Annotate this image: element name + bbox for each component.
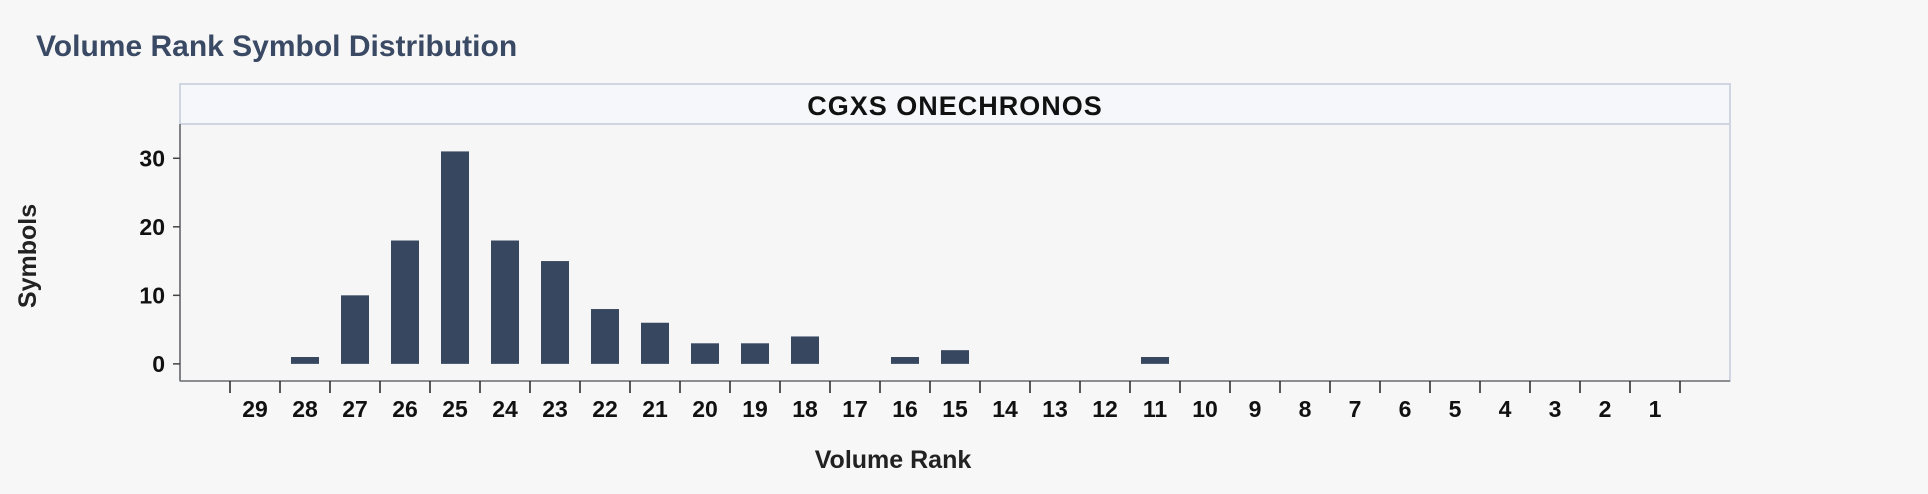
x-tick-label-1: 1 [1649, 396, 1662, 422]
bar-26 [391, 240, 419, 364]
x-tick-label-16: 16 [892, 396, 918, 422]
x-tick-label-17: 17 [842, 396, 868, 422]
facet-header [179, 83, 1731, 125]
x-tick-label-21: 21 [642, 396, 668, 422]
bar-22 [591, 309, 619, 364]
x-tick-label-3: 3 [1549, 396, 1562, 422]
y-tick-label-30: 30 [139, 145, 165, 171]
x-tick-label-28: 28 [292, 396, 318, 422]
x-tick-label-25: 25 [442, 396, 468, 422]
bar-25 [441, 151, 469, 364]
x-axis: 29 28 27 26 25 24 23 22 21 20 19 18 17 16 15 14 13 12 11 10… [229, 381, 1681, 422]
y-tick-label-20: 20 [139, 214, 165, 240]
bar-24 [491, 240, 519, 364]
x-tick-label-6: 6 [1399, 396, 1412, 422]
x-tick-label-27: 27 [342, 396, 368, 422]
x-tick-label-13: 13 [1042, 396, 1068, 422]
x-tick-label-18: 18 [792, 396, 818, 422]
x-tick-label-15: 15 [942, 396, 968, 422]
x-tick-label-22: 22 [592, 396, 618, 422]
bar-11 [1141, 357, 1169, 364]
x-tick-label-23: 23 [542, 396, 568, 422]
x-tick-label-14: 14 [992, 396, 1018, 422]
y-axis: 0 10 20 30 [139, 145, 180, 377]
bars [291, 151, 1169, 364]
page-title: Volume Rank Symbol Distribution [36, 30, 518, 63]
x-tick-label-19: 19 [742, 396, 768, 422]
x-tick-label-2: 2 [1599, 396, 1612, 422]
bar-16 [891, 357, 919, 364]
bar-20 [691, 343, 719, 364]
y-tick-label-10: 10 [139, 282, 165, 308]
bar-23 [541, 261, 569, 364]
x-tick-label-10: 10 [1192, 396, 1218, 422]
x-tick-label-5: 5 [1449, 396, 1462, 422]
bar-21 [641, 322, 669, 364]
x-tick-label-24: 24 [492, 396, 518, 422]
x-tick-label-9: 9 [1249, 396, 1262, 422]
x-tick-label-11: 11 [1143, 396, 1168, 422]
bar-15 [941, 350, 969, 364]
y-tick-label-0: 0 [152, 351, 165, 377]
x-tick-label-20: 20 [692, 396, 718, 422]
x-tick-label-12: 12 [1092, 396, 1118, 422]
bar-28 [291, 357, 319, 364]
plot-area [179, 83, 1731, 382]
x-tick-label-7: 7 [1349, 396, 1362, 422]
bar-19 [741, 343, 769, 364]
bar-27 [341, 295, 369, 364]
x-tick-label-4: 4 [1499, 396, 1512, 422]
y-axis-title: Symbols [14, 204, 42, 308]
bar-18 [791, 336, 819, 364]
x-tick-label-8: 8 [1299, 396, 1312, 422]
x-tick-label-29: 29 [242, 396, 268, 422]
x-tick-label-26: 26 [392, 396, 418, 422]
chart-title: CGXS ONECHRONOS [807, 91, 1103, 121]
x-axis-title: Volume Rank [815, 446, 972, 474]
